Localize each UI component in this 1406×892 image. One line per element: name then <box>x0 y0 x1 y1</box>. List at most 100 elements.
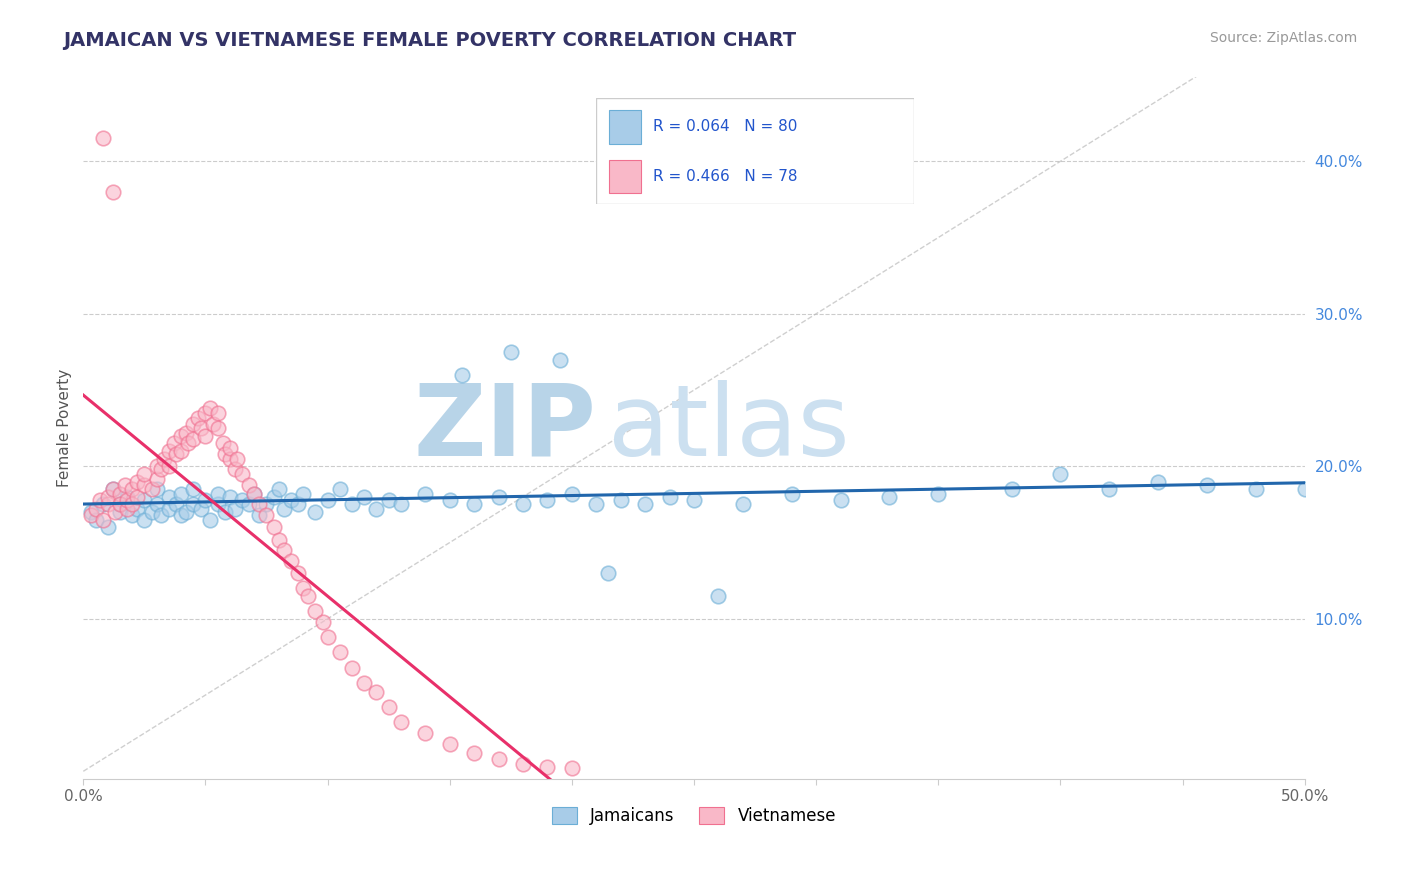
Point <box>316 630 339 644</box>
Point <box>218 451 240 466</box>
Point <box>927 487 949 501</box>
Text: Source: ZipAtlas.com: Source: ZipAtlas.com <box>1209 31 1357 45</box>
Point <box>499 345 522 359</box>
Point <box>353 676 375 690</box>
Point <box>561 761 583 775</box>
Point <box>329 645 352 659</box>
Text: ZIP: ZIP <box>413 380 596 476</box>
Point <box>231 467 253 481</box>
Point <box>879 490 901 504</box>
Point <box>243 487 266 501</box>
Point <box>141 505 163 519</box>
Point <box>101 482 124 496</box>
Point <box>108 498 131 512</box>
Point <box>340 498 363 512</box>
Point <box>170 508 193 522</box>
Point <box>207 421 229 435</box>
Point <box>634 498 657 512</box>
Point <box>214 505 236 519</box>
Point <box>292 582 315 596</box>
Point <box>157 490 180 504</box>
Point <box>201 417 224 431</box>
Point <box>389 498 412 512</box>
Point <box>377 492 399 507</box>
Point <box>658 490 681 504</box>
Point <box>134 492 156 507</box>
Point <box>226 451 249 466</box>
Point <box>97 498 120 512</box>
Point <box>125 490 148 504</box>
Point <box>451 368 474 382</box>
Point <box>165 498 187 512</box>
Point <box>200 513 222 527</box>
Point <box>1195 477 1218 491</box>
Point <box>389 715 412 730</box>
Point <box>267 533 290 547</box>
Point <box>145 459 167 474</box>
Point <box>170 429 193 443</box>
Point <box>174 425 197 440</box>
Point <box>181 417 204 431</box>
Point <box>488 490 510 504</box>
Point <box>1000 482 1022 496</box>
Point <box>190 502 212 516</box>
Point <box>780 487 803 501</box>
Point <box>79 508 101 522</box>
Point <box>200 401 222 416</box>
Point <box>463 498 485 512</box>
Legend: Jamaicans, Vietnamese: Jamaicans, Vietnamese <box>543 799 845 834</box>
Point <box>512 756 534 771</box>
Text: atlas: atlas <box>609 380 851 476</box>
Point <box>463 746 485 760</box>
Point <box>157 459 180 474</box>
Point <box>287 498 309 512</box>
Point <box>609 492 631 507</box>
Point <box>536 760 558 774</box>
Point <box>830 492 852 507</box>
Point <box>157 444 180 458</box>
Point <box>177 436 200 450</box>
Point <box>413 487 436 501</box>
Point <box>280 554 302 568</box>
Point <box>366 685 388 699</box>
Point <box>218 490 240 504</box>
Point <box>561 487 583 501</box>
Point <box>170 444 193 458</box>
Point <box>413 726 436 740</box>
Point <box>214 447 236 461</box>
Point <box>145 482 167 496</box>
Point <box>304 505 326 519</box>
Point <box>187 410 209 425</box>
Point <box>89 492 111 507</box>
Point <box>1294 482 1316 496</box>
Point <box>194 406 217 420</box>
Point <box>190 421 212 435</box>
Point <box>231 492 253 507</box>
Point <box>287 566 309 580</box>
Point <box>1098 482 1121 496</box>
Point <box>181 432 204 446</box>
Point <box>488 752 510 766</box>
Point <box>84 502 107 516</box>
Point <box>97 490 120 504</box>
Point <box>683 492 706 507</box>
Point <box>91 498 114 512</box>
Point <box>1147 475 1170 489</box>
Point <box>731 498 754 512</box>
Point <box>117 490 139 504</box>
Point <box>439 737 461 751</box>
Point <box>263 520 285 534</box>
Point <box>329 482 352 496</box>
Point <box>377 700 399 714</box>
Point <box>256 508 278 522</box>
Point <box>238 477 260 491</box>
Point <box>108 505 131 519</box>
Point <box>194 429 217 443</box>
Point <box>207 498 229 512</box>
Point <box>101 482 124 496</box>
Point <box>91 513 114 527</box>
Y-axis label: Female Poverty: Female Poverty <box>58 369 72 487</box>
Point <box>153 451 176 466</box>
Point <box>150 462 173 476</box>
Point <box>165 447 187 461</box>
